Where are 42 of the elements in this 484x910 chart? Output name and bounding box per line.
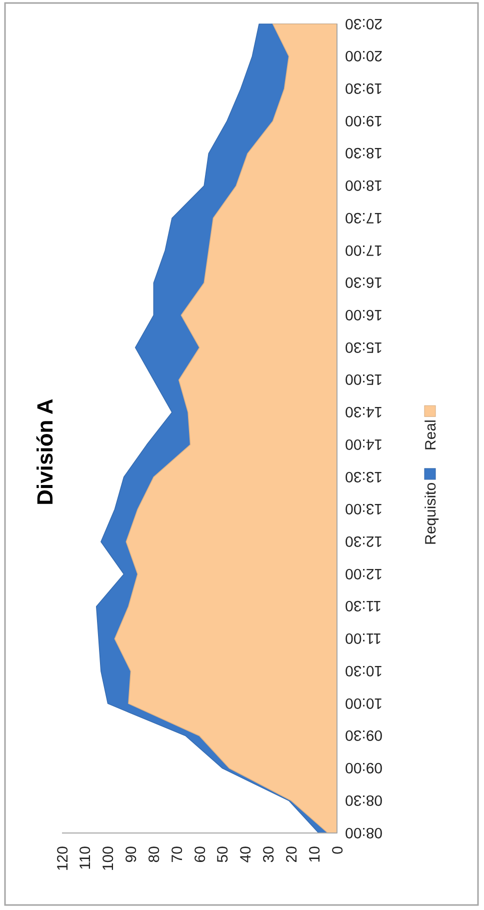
y-tick-label: 11:00 [345,630,382,647]
x-tick-label: 110 [77,846,94,870]
y-tick-label: 15:30 [345,338,383,356]
y-tick-label: 14:30 [345,403,383,420]
y-tick-label: 19:30 [345,79,383,96]
x-tick-label: 50 [214,846,232,863]
x-tick-label: 70 [168,846,186,863]
x-tick-label: 40 [238,846,255,863]
y-tick-label: 17:00 [345,241,383,258]
y-tick-label: 20:30 [345,14,383,32]
y-tick-label: 12:30 [345,532,383,550]
y-tick-label: 19:00 [345,112,383,129]
y-tick-label: 14:00 [345,435,383,452]
x-tick-label: 90 [123,846,140,863]
y-tick-label: 09:30 [345,726,383,744]
x-tick-label: 30 [260,846,278,863]
y-tick-label: 09:00 [345,759,383,776]
legend-label: Requisito [422,482,440,545]
y-tick-label: 16:00 [345,306,383,323]
y-tick-label: 18:30 [345,144,383,162]
x-tick-label: 60 [192,846,209,863]
x-tick-label: 80 [146,846,163,863]
y-tick-label: 20:00 [345,47,383,64]
legend-label: Real [422,420,440,450]
y-tick-label: 18:00 [345,176,383,194]
x-tick-label: 100 [100,846,118,872]
y-tick-label: 12:00 [345,564,383,582]
x-tick-label: 20 [283,846,300,863]
y-tick-label: 11:30 [345,597,382,614]
x-tick-label: 10 [306,846,324,863]
y-tick-label: 15:00 [345,370,383,388]
y-tick-label: 16:30 [345,274,383,291]
y-tick-label: 08:00 [345,824,383,841]
x-tick-label: 0 [329,846,346,854]
y-tick-label: 10:30 [345,662,383,679]
y-tick-label: 10:00 [345,694,383,712]
x-tick-label: 120 [54,846,72,872]
text: División A [32,398,58,506]
y-tick-label: 08:30 [345,791,383,808]
y-tick-label: 17:30 [345,208,383,226]
y-tick-label: 13:30 [345,468,383,485]
y-tick-label: 13:00 [345,500,383,518]
